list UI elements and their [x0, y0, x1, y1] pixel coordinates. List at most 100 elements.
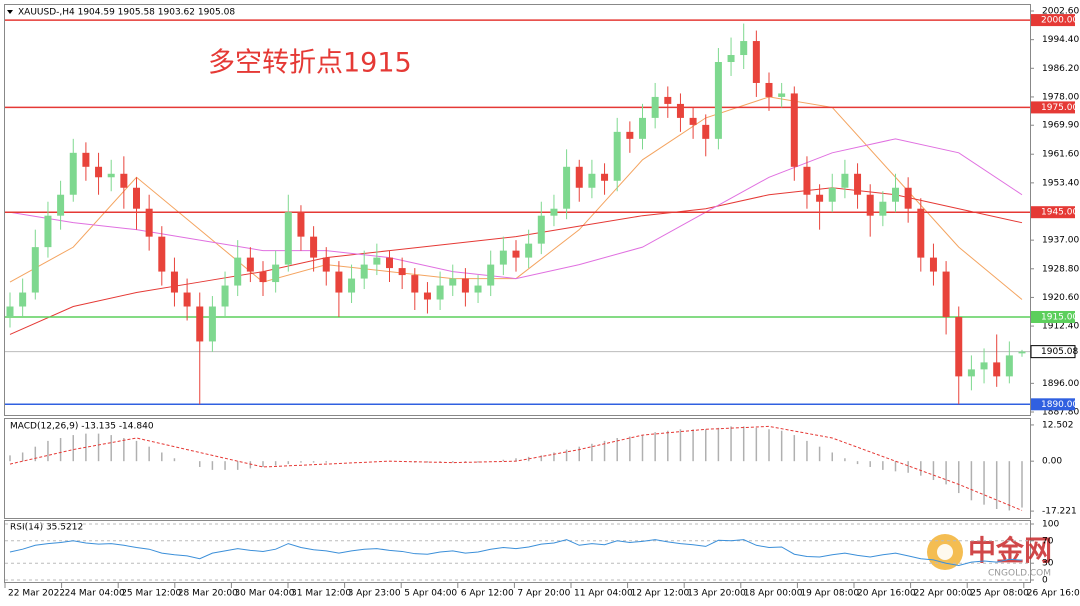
candle-body [19, 292, 27, 307]
candle-body [436, 285, 444, 300]
y-tick-label: 70 [1042, 536, 1054, 546]
candle-body [803, 166, 811, 195]
x-tick-label: 22 Apr 00:00 [914, 589, 973, 599]
candle-body [6, 306, 14, 317]
candle-body [348, 278, 356, 293]
candle-body [993, 362, 1001, 377]
candle-body [82, 152, 90, 167]
candle-body [626, 131, 634, 139]
level-box [1031, 101, 1075, 114]
candle-body [208, 306, 216, 342]
candle-body [107, 173, 115, 178]
level-label: 1975.00 [1041, 103, 1078, 113]
watermark-brand: 中金网 [968, 534, 1052, 567]
x-tick-label: 3 Apr 23:00 [348, 589, 401, 599]
candle-body [373, 257, 381, 265]
y-tick-label: 1920.60 [1042, 293, 1079, 303]
candle-body [575, 166, 583, 188]
candle-body [1018, 351, 1026, 354]
y-tick-label: 1896.00 [1042, 379, 1079, 389]
level-label: 2000.00 [1041, 16, 1078, 26]
y-tick-label: 1937.00 [1042, 236, 1079, 246]
candle-body [727, 55, 735, 63]
candle-body [322, 257, 330, 272]
x-tick-label: 25 Apr 08:00 [970, 589, 1029, 599]
candle-body [284, 212, 292, 265]
x-tick-label: 20 Apr 16:00 [857, 589, 916, 599]
rsi-line [9, 539, 1023, 566]
level-box [1031, 206, 1075, 219]
x-tick-label: 13 Apr 20:00 [687, 589, 746, 599]
level-box [1031, 14, 1075, 27]
candle-body [664, 96, 672, 104]
candle-body [765, 82, 773, 97]
candle-body [980, 362, 988, 370]
candle-body [639, 117, 646, 139]
x-tick-label: 24 Mar 04:00 [65, 589, 125, 599]
candle-body [904, 187, 912, 209]
x-tick-label: 7 Apr 20:00 [517, 589, 570, 599]
moving-average [9, 138, 1023, 280]
rsi-panel [4, 520, 1031, 583]
watermark-site: CNGOLD.COM [988, 569, 1051, 579]
x-tick-label: 19 Apr 08:00 [800, 589, 859, 599]
candle-body [95, 166, 103, 178]
y-tick-label: 1953.40 [1042, 178, 1079, 188]
y-tick-label: 30 [1042, 559, 1054, 569]
candle-body [676, 103, 684, 118]
candle-body [689, 117, 697, 125]
candle-body [955, 316, 963, 377]
x-tick-label: 28 Mar 20:00 [178, 589, 238, 599]
candle-body [790, 93, 798, 167]
candle-body [474, 285, 482, 293]
candle-body [196, 306, 204, 342]
candle-body [702, 124, 710, 139]
candle-body [854, 173, 862, 195]
x-tick-label: 18 Apr 00:00 [744, 589, 803, 599]
candle-body [259, 271, 267, 283]
watermark-logo-inner [937, 544, 953, 560]
candle-body [170, 271, 178, 293]
candle-body [461, 278, 469, 293]
y-tick-label: 1978.00 [1042, 92, 1079, 102]
candle-body [828, 187, 836, 202]
candle-body [752, 41, 760, 83]
candle-body [145, 208, 153, 237]
candle-body [550, 208, 558, 216]
y-tick-label: 2002.60 [1042, 7, 1079, 17]
candle-body [31, 247, 39, 293]
y-tick-label: 1912.40 [1042, 322, 1079, 332]
candle-body [411, 275, 419, 293]
x-tick-label: 31 Mar 12:00 [291, 589, 351, 599]
x-tick-label: 5 Apr 04:00 [404, 589, 457, 599]
candle-body [360, 264, 368, 279]
level-box [1031, 398, 1075, 411]
candle-body [1005, 355, 1013, 377]
candle-body [563, 166, 571, 209]
candle-body [398, 268, 406, 276]
rsi-header: RSI(14) 35.5212 [10, 523, 83, 533]
y-tick-label: 0.00 [1042, 457, 1062, 467]
x-tick-label: 11 Apr 04:00 [574, 589, 633, 599]
candle-body [525, 243, 533, 258]
level-box [1031, 310, 1075, 323]
macd-signal [9, 425, 1023, 511]
macd-header: MACD(12,26,9) -13.135 -14.840 [10, 422, 154, 432]
candle-body [917, 208, 925, 258]
candle-body [929, 257, 937, 272]
y-tick-label: 12.502 [1042, 420, 1074, 430]
moving-average [9, 187, 1023, 335]
candle-body [841, 173, 849, 188]
candle-body [879, 201, 887, 216]
candle-body [449, 278, 457, 286]
x-tick-label: 12 Apr 12:00 [631, 589, 690, 599]
candle-body [714, 62, 722, 139]
candle-body [335, 271, 343, 293]
candle-body [537, 215, 545, 244]
macd-panel [4, 418, 1031, 519]
candle-body [942, 271, 950, 317]
y-tick-label: -17.221 [1042, 507, 1077, 517]
